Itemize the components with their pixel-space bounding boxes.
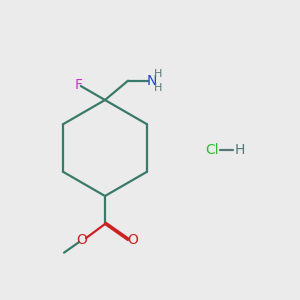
Text: N: N [147,74,157,88]
Text: H: H [154,69,162,79]
Text: O: O [76,233,88,247]
Text: Cl: Cl [205,143,219,157]
Text: F: F [75,78,83,92]
Text: H: H [154,83,162,93]
Text: H: H [235,143,245,157]
Text: O: O [128,233,138,247]
